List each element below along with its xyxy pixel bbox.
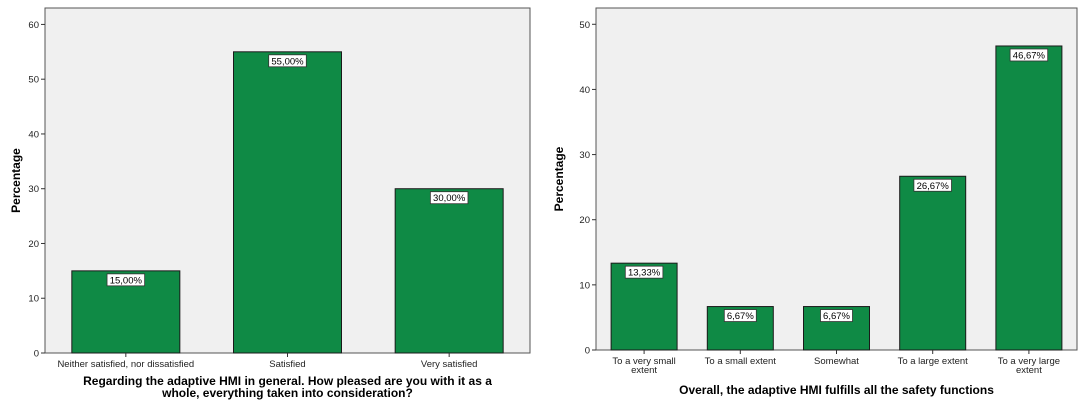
x-axis-title: Regarding the adaptive HMI in general. H… xyxy=(83,374,492,400)
y-tick-label: 10 xyxy=(579,280,590,291)
data-label-box xyxy=(913,178,952,192)
y-tick-label: 40 xyxy=(579,85,590,96)
data-label: 46,67% xyxy=(1013,50,1046,61)
category-label: Very satisfied xyxy=(421,359,478,370)
category-label: To a large extent xyxy=(898,356,969,367)
data-label-box xyxy=(820,309,853,322)
category-label: Neither satisfied, nor dissatisfied xyxy=(57,359,194,370)
y-tick-label: 0 xyxy=(34,349,39,360)
data-label: 30,00% xyxy=(433,193,466,204)
data-label-box xyxy=(723,309,757,322)
bar xyxy=(394,188,504,354)
data-label: 55,00% xyxy=(271,56,304,67)
y-axis-title: Percentage xyxy=(552,146,566,211)
y-tick-label: 50 xyxy=(28,75,39,86)
y-tick-label: 40 xyxy=(28,129,39,140)
bar xyxy=(233,51,342,354)
y-tick-label: 60 xyxy=(28,20,39,31)
category-label: To a small extent xyxy=(705,356,777,367)
data-label-box xyxy=(1009,48,1049,62)
y-tick-label: 50 xyxy=(579,20,590,31)
y-tick-label: 30 xyxy=(28,184,39,195)
data-label: 15,00% xyxy=(110,275,143,286)
data-label: 6,67% xyxy=(727,311,754,322)
bar xyxy=(899,175,967,351)
data-label-box xyxy=(106,273,146,287)
y-tick-label: 10 xyxy=(28,294,39,305)
y-tick-label: 20 xyxy=(28,239,39,250)
y-tick-label: 0 xyxy=(585,346,590,357)
y-tick-label: 20 xyxy=(579,215,590,226)
bar xyxy=(995,45,1063,351)
category-label: Satisfied xyxy=(269,359,305,370)
category-label: To a very large extent xyxy=(998,356,1060,376)
safety-functions-chart: 0 10 20 30 40 50 13,33% To a very small extent 6,… xyxy=(552,7,1078,397)
satisfaction-chart: 0 10 20 30 40 50 60 15,00% Neither satisfied, no… xyxy=(9,7,531,400)
data-label: 6,67% xyxy=(823,311,850,322)
data-label-box xyxy=(429,191,469,205)
category-label: To a very small extent xyxy=(612,356,675,376)
y-tick-label: 30 xyxy=(579,150,590,161)
data-label: 13,33% xyxy=(628,268,661,279)
data-label: 26,67% xyxy=(917,181,950,192)
y-axis-title: Percentage xyxy=(9,148,23,213)
data-label-box xyxy=(624,265,664,279)
x-axis-title: Overall, the adaptive HMI fulfills all t… xyxy=(679,383,994,397)
data-label-box xyxy=(268,54,307,68)
category-label: Somewhat xyxy=(814,356,859,367)
